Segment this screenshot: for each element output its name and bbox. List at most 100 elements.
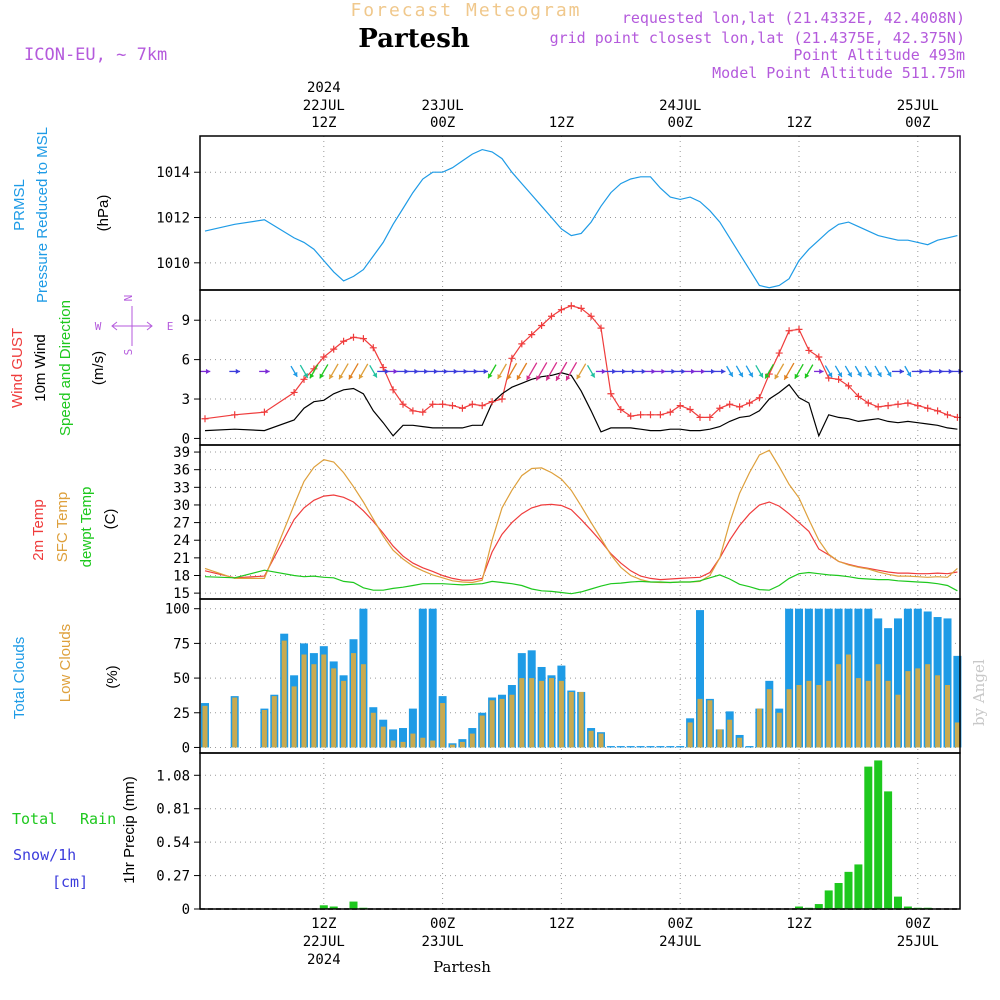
bottom-time-label: 24JUL xyxy=(659,934,701,950)
low-cloud-bar xyxy=(331,668,337,748)
temp-2m-label: 2m Temp xyxy=(30,499,47,560)
low-cloud-bar xyxy=(558,680,564,748)
low-cloud-bar xyxy=(410,733,416,748)
low-cloud-bar xyxy=(786,689,792,748)
y-tick-label: 0 xyxy=(182,902,190,918)
total-cloud-bar xyxy=(943,618,952,748)
wind-arrow-head xyxy=(526,375,532,381)
low-cloud-bar xyxy=(281,640,287,748)
gust-line xyxy=(204,305,958,420)
gust-marker xyxy=(399,400,407,408)
svg-text:S: S xyxy=(122,349,135,356)
rain-bar xyxy=(874,760,883,909)
gust-marker xyxy=(260,408,268,416)
y-tick-label: 1010 xyxy=(156,256,190,272)
chart-title: Forecast Meteogram xyxy=(350,0,581,21)
wind-arrow-head xyxy=(309,373,315,379)
total-cloud-bar xyxy=(894,618,902,748)
gust-marker xyxy=(567,302,575,310)
total-cloud-bar xyxy=(676,746,685,748)
gust-marker xyxy=(538,321,546,329)
svg-text:E: E xyxy=(167,320,174,333)
svg-text:N: N xyxy=(122,295,135,302)
total-cloud-bar xyxy=(636,746,645,748)
wind-arrow-head xyxy=(631,368,637,375)
wind-line xyxy=(204,372,958,438)
y-tick-label: 1012 xyxy=(156,211,190,227)
wind-arrow-head xyxy=(700,368,706,375)
rain-bar xyxy=(319,905,328,909)
wind-arrow-head xyxy=(393,368,398,375)
wind-arrow-head xyxy=(867,371,872,377)
precip-snow-label: Snow/1h xyxy=(13,846,76,864)
gust-marker xyxy=(389,386,397,394)
low-cloud-bar xyxy=(400,741,406,748)
total-cloud-bar xyxy=(785,608,794,748)
low-cloud-bar xyxy=(816,685,822,748)
total-cloud-bar xyxy=(428,608,437,748)
gust-marker xyxy=(597,324,605,332)
low-cloud-bar xyxy=(261,709,267,748)
wind-arrow-head xyxy=(939,368,944,375)
total-cloud-bar xyxy=(389,729,398,748)
wind-arrow-head xyxy=(765,373,770,379)
low-cloud-bar xyxy=(727,719,733,748)
gust-marker xyxy=(736,403,744,411)
wind-arrow-head xyxy=(877,371,882,377)
wind-arrow-head xyxy=(919,368,924,375)
low-cloud-bar xyxy=(855,678,861,748)
low-cloud-bar xyxy=(370,712,376,748)
top-time-label: 23JUL xyxy=(422,98,464,114)
wind-arrow-head xyxy=(488,373,493,379)
y-tick-label: 36 xyxy=(173,463,190,479)
gust-marker xyxy=(924,404,932,412)
wind-arrow-head xyxy=(404,368,409,375)
wind-arrow-head xyxy=(463,368,468,375)
low-cloud-bar xyxy=(202,705,208,748)
wind-arrow-head xyxy=(265,368,270,375)
gust-marker xyxy=(894,400,902,408)
wind-arrow-head xyxy=(590,372,595,378)
top-time-label: 2024 xyxy=(307,80,341,96)
y-tick-label: 18 xyxy=(173,568,190,584)
gust-marker xyxy=(548,312,555,320)
bottom-time-label: 12Z xyxy=(311,916,336,932)
precip-total-label: Total xyxy=(12,810,57,828)
wind-arrow-head xyxy=(827,372,833,378)
total-cloud-bar xyxy=(418,608,427,748)
clouds-total-label: Total Clouds xyxy=(11,637,28,720)
gust-marker xyxy=(607,390,615,398)
low-cloud-bar xyxy=(440,703,446,748)
low-cloud-bar xyxy=(806,680,812,748)
y-tick-label: 0.54 xyxy=(156,835,190,851)
y-tick-label: 0 xyxy=(182,740,190,756)
gust-marker xyxy=(429,400,437,408)
low-cloud-bar xyxy=(776,712,782,748)
gust-marker xyxy=(944,411,951,419)
gust-marker xyxy=(795,325,803,333)
low-cloud-bar xyxy=(291,686,297,748)
total-cloud-bar xyxy=(824,608,833,748)
total-cloud-bar xyxy=(656,746,665,748)
low-cloud-bar xyxy=(360,664,366,748)
gust-marker xyxy=(835,375,843,383)
wind-arrow-head xyxy=(483,368,488,375)
pressure-label-prmsl: PRMSL xyxy=(11,179,28,231)
wind-arrow-head xyxy=(433,368,439,375)
y-tick-label: 75 xyxy=(173,636,190,652)
wind-arrow-head xyxy=(576,374,582,380)
gust-marker xyxy=(359,335,367,343)
low-cloud-bar xyxy=(301,654,307,748)
gust-marker xyxy=(379,364,387,371)
wind-arrow-head xyxy=(906,371,912,377)
gust-marker xyxy=(755,394,763,402)
gust-marker xyxy=(231,411,239,419)
gust-marker xyxy=(300,375,308,383)
low-cloud-bar xyxy=(836,664,842,748)
low-cloud-bar xyxy=(717,729,723,748)
point-altitude: Point Altitude 493m xyxy=(793,46,965,64)
total-cloud-bar xyxy=(408,708,417,748)
low-cloud-bar xyxy=(568,691,574,748)
rain-bar xyxy=(814,904,823,909)
